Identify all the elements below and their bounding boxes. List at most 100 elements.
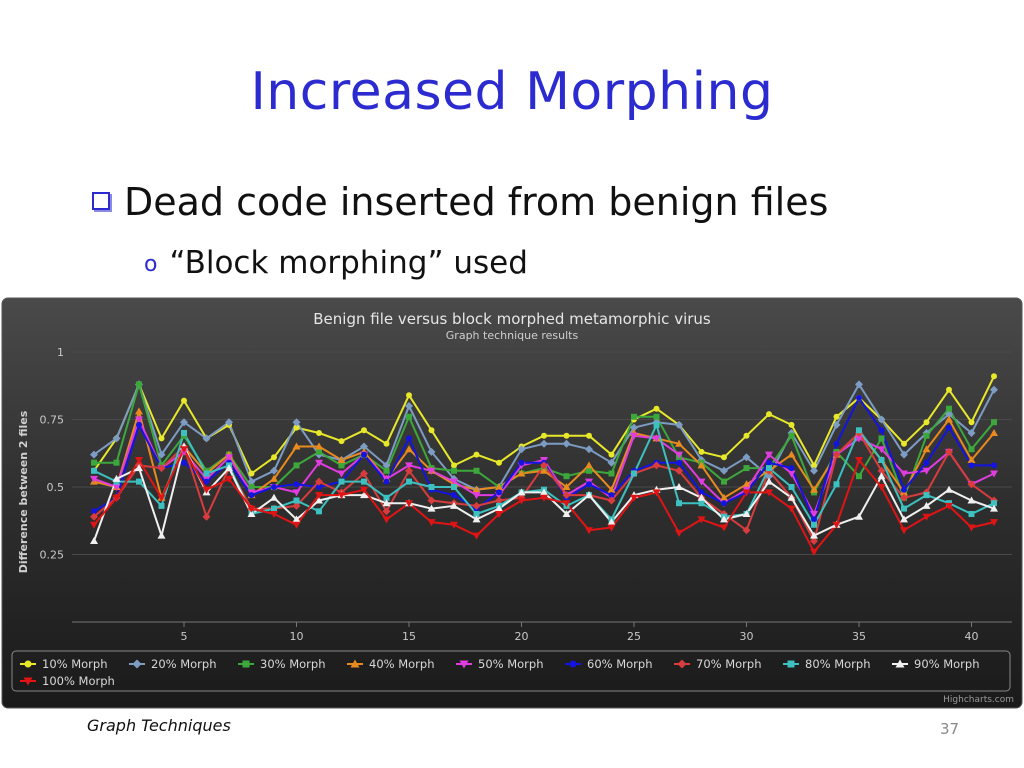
legend-item-10pct-morph[interactable]: 10% Morph — [20, 657, 108, 671]
data-point-60pct-morph[interactable] — [136, 421, 142, 428]
data-point-100pct-morph[interactable] — [472, 532, 481, 540]
data-point-10pct-morph[interactable] — [473, 451, 480, 458]
data-point-10pct-morph[interactable] — [923, 419, 930, 426]
data-point-80pct-morph[interactable] — [676, 500, 682, 507]
data-point-30pct-morph[interactable] — [788, 432, 795, 439]
legend-item-80pct-morph[interactable]: 80% Morph — [783, 657, 871, 671]
data-point-30pct-morph[interactable] — [968, 446, 975, 453]
data-point-80pct-morph[interactable] — [158, 502, 165, 509]
data-point-10pct-morph[interactable] — [383, 440, 390, 447]
data-point-90pct-morph[interactable] — [157, 531, 166, 539]
data-point-80pct-morph[interactable] — [833, 481, 840, 488]
data-point-100pct-morph[interactable] — [337, 492, 346, 500]
data-point-60pct-morph[interactable] — [878, 427, 885, 434]
data-point-50pct-morph[interactable] — [427, 467, 436, 475]
data-point-90pct-morph[interactable] — [765, 477, 773, 485]
data-point-70pct-morph[interactable] — [675, 466, 683, 475]
legend-item-30pct-morph[interactable]: 30% Morph — [238, 657, 326, 671]
data-point-60pct-morph[interactable] — [293, 481, 300, 488]
data-point-60pct-morph[interactable] — [766, 459, 772, 466]
data-point-20pct-morph[interactable] — [247, 477, 256, 486]
data-point-90pct-morph[interactable] — [675, 483, 683, 490]
data-point-10pct-morph[interactable] — [248, 470, 255, 477]
data-point-10pct-morph[interactable] — [563, 432, 570, 439]
data-point-50pct-morph[interactable] — [630, 432, 638, 440]
data-point-80pct-morph[interactable] — [338, 478, 345, 485]
data-point-40pct-morph[interactable] — [540, 466, 548, 474]
data-point-60pct-morph[interactable] — [361, 451, 367, 458]
data-point-100pct-morph[interactable] — [787, 505, 796, 513]
data-point-10pct-morph[interactable] — [181, 397, 187, 404]
data-point-20pct-morph[interactable] — [225, 418, 233, 427]
data-point-40pct-morph[interactable] — [135, 407, 143, 415]
legend-item-100pct-morph[interactable]: 100% Morph — [20, 674, 115, 688]
data-point-100pct-morph[interactable] — [292, 521, 301, 529]
data-point-90pct-morph[interactable] — [607, 518, 616, 526]
data-point-90pct-morph[interactable] — [855, 512, 863, 520]
data-point-80pct-morph[interactable] — [766, 465, 772, 472]
data-point-40pct-morph[interactable] — [607, 485, 616, 493]
legend-item-50pct-morph[interactable]: 50% Morph — [456, 657, 544, 671]
data-point-50pct-morph[interactable] — [450, 478, 458, 486]
data-point-100pct-morph[interactable] — [922, 513, 931, 521]
data-point-70pct-morph[interactable] — [562, 491, 571, 500]
data-point-50pct-morph[interactable] — [765, 451, 773, 459]
data-point-100pct-morph[interactable] — [247, 505, 256, 513]
data-point-70pct-morph[interactable] — [157, 464, 166, 473]
data-point-30pct-morph[interactable] — [113, 459, 120, 466]
data-point-20pct-morph[interactable] — [360, 442, 368, 451]
data-point-40pct-morph[interactable] — [787, 450, 796, 458]
data-point-50pct-morph[interactable] — [877, 446, 886, 454]
data-point-70pct-morph[interactable] — [832, 450, 841, 459]
data-point-20pct-morph[interactable] — [607, 458, 616, 467]
data-point-80pct-morph[interactable] — [406, 478, 412, 485]
data-point-30pct-morph[interactable] — [91, 459, 97, 466]
data-point-40pct-morph[interactable] — [810, 485, 818, 493]
data-point-20pct-morph[interactable] — [292, 418, 301, 427]
data-point-30pct-morph[interactable] — [991, 419, 997, 426]
data-point-40pct-morph[interactable] — [315, 442, 323, 450]
data-point-10pct-morph[interactable] — [293, 424, 300, 431]
data-point-90pct-morph[interactable] — [742, 510, 751, 517]
data-point-60pct-morph[interactable] — [923, 459, 930, 466]
data-point-90pct-morph[interactable] — [247, 510, 256, 517]
data-point-60pct-morph[interactable] — [91, 508, 97, 515]
data-point-80pct-morph[interactable] — [428, 484, 435, 490]
data-point-90pct-morph[interactable] — [697, 493, 706, 501]
data-point-40pct-morph[interactable] — [697, 461, 706, 469]
data-point-20pct-morph[interactable] — [157, 450, 166, 459]
data-point-10pct-morph[interactable] — [496, 459, 502, 466]
data-point-10pct-morph[interactable] — [541, 432, 547, 439]
data-point-10pct-morph[interactable] — [451, 462, 457, 469]
data-point-10pct-morph[interactable] — [428, 427, 435, 434]
data-point-20pct-morph[interactable] — [180, 418, 188, 427]
data-point-100pct-morph[interactable] — [652, 489, 661, 497]
data-point-100pct-morph[interactable] — [540, 494, 548, 502]
data-point-70pct-morph[interactable] — [967, 480, 976, 489]
data-point-60pct-morph[interactable] — [316, 484, 322, 490]
data-point-30pct-morph[interactable] — [721, 478, 727, 485]
data-point-30pct-morph[interactable] — [923, 432, 930, 439]
data-point-60pct-morph[interactable] — [518, 459, 525, 466]
data-point-90pct-morph[interactable] — [270, 493, 278, 501]
data-point-90pct-morph[interactable] — [472, 515, 481, 523]
data-point-40pct-morph[interactable] — [405, 445, 413, 453]
data-point-90pct-morph[interactable] — [427, 504, 436, 512]
data-point-40pct-morph[interactable] — [292, 442, 301, 450]
data-point-60pct-morph[interactable] — [451, 492, 457, 499]
data-point-30pct-morph[interactable] — [451, 467, 457, 474]
data-point-100pct-morph[interactable] — [180, 446, 188, 454]
data-point-20pct-morph[interactable] — [427, 447, 436, 456]
data-point-50pct-morph[interactable] — [652, 435, 661, 443]
data-point-30pct-morph[interactable] — [338, 462, 345, 469]
data-point-60pct-morph[interactable] — [901, 486, 907, 493]
data-point-20pct-morph[interactable] — [900, 450, 908, 459]
data-point-20pct-morph[interactable] — [945, 410, 953, 419]
data-point-20pct-morph[interactable] — [630, 423, 638, 432]
data-point-90pct-morph[interactable] — [360, 491, 368, 499]
data-point-60pct-morph[interactable] — [496, 489, 502, 496]
data-point-50pct-morph[interactable] — [225, 454, 233, 462]
data-point-40pct-morph[interactable] — [675, 439, 683, 447]
data-point-80pct-morph[interactable] — [901, 505, 907, 512]
data-point-40pct-morph[interactable] — [945, 415, 953, 423]
